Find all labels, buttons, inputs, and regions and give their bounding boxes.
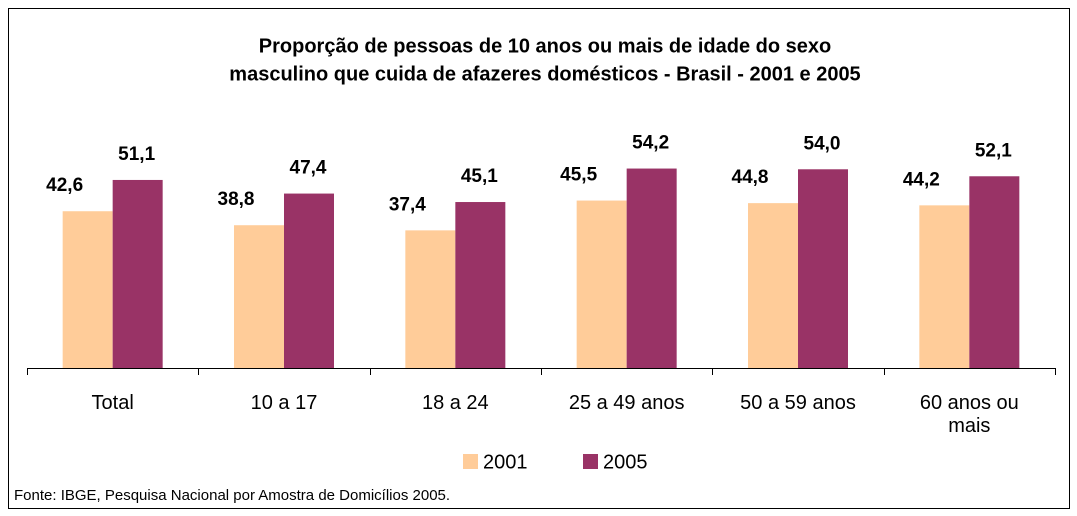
bar [919, 205, 970, 368]
data-label: 52,1 [975, 140, 1012, 161]
data-label: 44,8 [732, 167, 769, 188]
bar [576, 200, 627, 368]
legend-swatch [583, 454, 598, 469]
x-tick-label: 10 a 17 [250, 392, 318, 414]
data-label: 44,2 [903, 169, 940, 190]
bar [798, 169, 848, 368]
data-label: 45,5 [560, 165, 597, 186]
bar [284, 193, 334, 368]
frame [8, 8, 1070, 509]
data-label: 45,1 [461, 166, 498, 187]
x-tick-label: 60 anos ou mais [919, 392, 1019, 437]
chart-title: masculino que cuida de afazeres doméstic… [229, 63, 860, 85]
bar [234, 225, 284, 368]
bar [626, 168, 677, 368]
legend-label: 2005 [603, 451, 648, 473]
data-label: 37,4 [389, 194, 426, 215]
bar [405, 230, 456, 368]
data-label: 38,8 [218, 189, 255, 210]
data-label: 51,1 [118, 144, 155, 165]
bar [112, 179, 163, 368]
data-label: 47,4 [290, 158, 327, 179]
data-label: 42,6 [46, 175, 83, 196]
x-tick-label: Total [91, 392, 134, 414]
source-note: Fonte: IBGE, Pesquisa Nacional por Amost… [14, 487, 450, 504]
bar [455, 202, 506, 368]
legend-label: 2001 [483, 451, 528, 473]
data-label: 54,2 [632, 133, 669, 154]
x-tick-label: 25 a 49 anos [568, 392, 685, 414]
legend-swatch [463, 454, 478, 469]
x-tick-label: 50 a 59 anos [740, 392, 856, 414]
x-tick-label: 18 a 24 [421, 392, 489, 414]
bar [62, 211, 113, 368]
chart-title: Proporção de pessoas de 10 anos ou mais … [259, 35, 831, 57]
bar [748, 203, 798, 368]
data-label: 54,0 [804, 133, 841, 154]
bar [969, 176, 1020, 368]
